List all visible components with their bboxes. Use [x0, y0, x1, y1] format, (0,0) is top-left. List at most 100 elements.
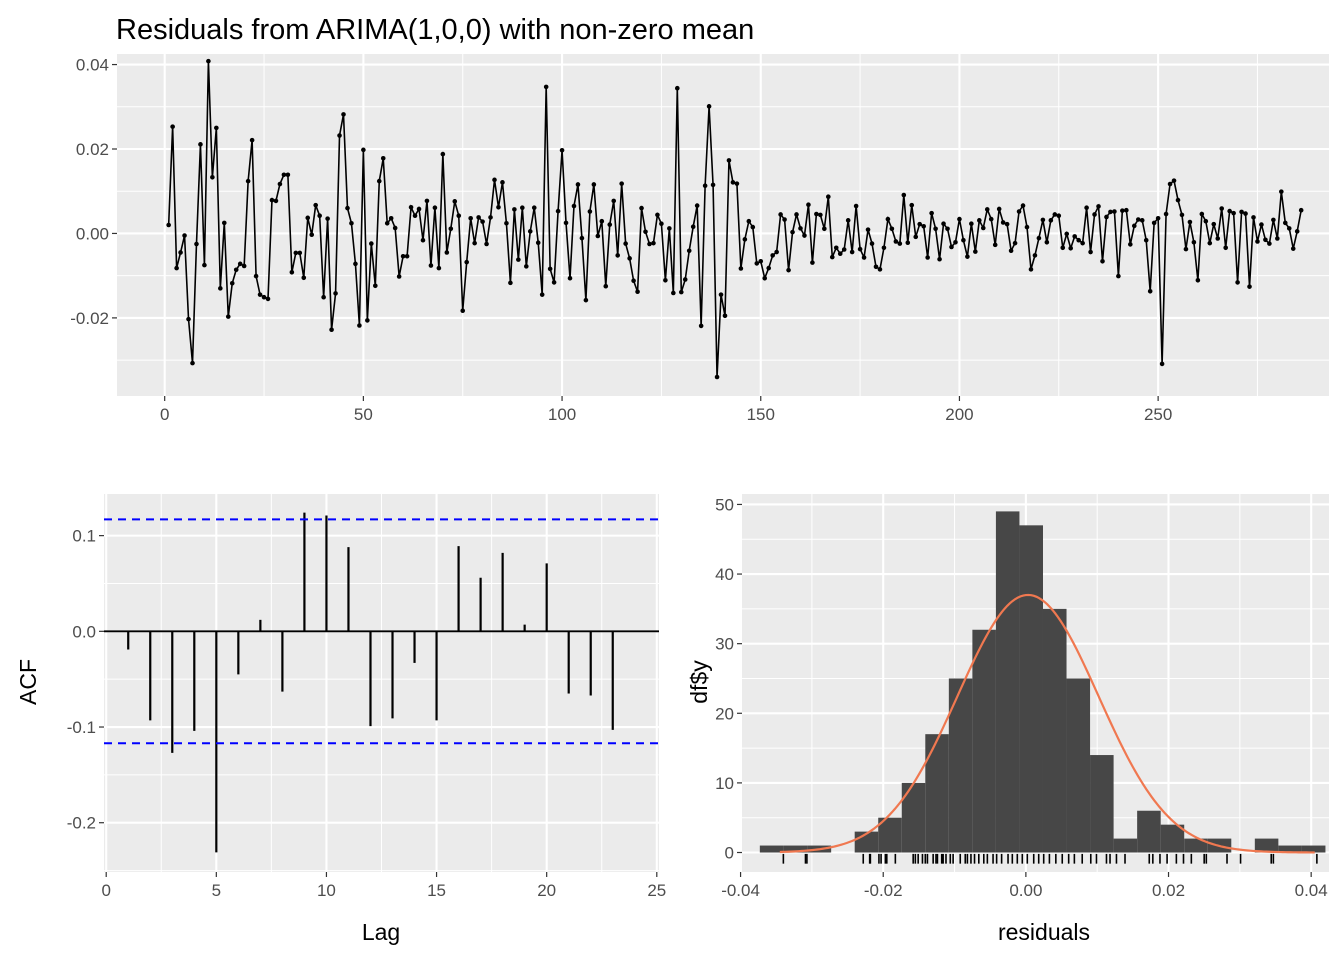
residual-point [1147, 288, 1153, 294]
residual-point [1120, 208, 1125, 213]
residual-point [321, 294, 326, 300]
hist-y-tick-label: 40 [715, 565, 734, 584]
residual-point [396, 274, 402, 279]
histogram-bar [1137, 810, 1161, 853]
residual-point [885, 216, 891, 222]
residual-point [1068, 245, 1073, 251]
residual-point [221, 220, 227, 226]
residual-point [1187, 219, 1193, 225]
residual-point [663, 278, 668, 283]
residual-point [1251, 215, 1256, 220]
residual-point [1100, 259, 1105, 264]
residual-point [631, 278, 636, 284]
residual-point [432, 205, 438, 210]
residual-point [1227, 208, 1232, 214]
residual-point [718, 292, 724, 297]
residual-point [1036, 235, 1042, 241]
residual-point [524, 264, 529, 269]
residual-point [472, 240, 477, 246]
histogram-bar [972, 629, 996, 853]
residual-point [957, 216, 962, 222]
residual-point [178, 250, 183, 255]
residual-point [444, 250, 450, 255]
residual-point [551, 280, 557, 285]
residual-point [977, 218, 982, 223]
histogram-bar [1254, 838, 1279, 853]
residual-point [365, 318, 370, 323]
residual-point [782, 217, 787, 222]
residual-point [1183, 246, 1189, 252]
histogram-bar [1113, 838, 1138, 853]
residual-point [980, 225, 986, 231]
hist-x-tick-label: 0.02 [1152, 881, 1185, 900]
residual-point [559, 147, 565, 153]
residual-point [416, 206, 422, 212]
residual-point [857, 246, 863, 252]
residual-point [949, 244, 954, 250]
residual-point [420, 237, 426, 243]
residual-point [591, 182, 597, 187]
residual-point [853, 203, 859, 209]
residual-point [889, 226, 895, 232]
residual-point [1151, 220, 1157, 226]
residual-point [1279, 189, 1284, 194]
residual-point [774, 249, 779, 255]
residual-point [1004, 221, 1010, 227]
residual-point [380, 155, 386, 161]
acf-panel: 0 5 10 15 20 25 -0.2 -0.1 0.0 0.1 [67, 494, 666, 900]
residual-point [1056, 213, 1062, 219]
residual-point [865, 227, 871, 232]
histogram-bar [878, 817, 902, 853]
residual-point [273, 198, 279, 204]
histogram-bar [783, 845, 808, 853]
residual-point [841, 247, 847, 252]
residual-point [257, 292, 263, 297]
acf-y-tick-label: -0.2 [67, 814, 96, 833]
residual-point [635, 289, 640, 295]
series-y-tick-label: 0.04 [76, 56, 109, 75]
residual-point [249, 137, 255, 143]
residual-point [917, 221, 922, 227]
residual-point [424, 198, 430, 204]
residual-point [1259, 222, 1264, 227]
residual-point [714, 374, 720, 380]
hist-y-tick-label: 20 [715, 704, 734, 723]
residual-point [973, 249, 978, 254]
histogram-bar [1301, 845, 1326, 853]
residual-point [202, 262, 207, 268]
residual-point [818, 212, 823, 218]
residual-point [833, 245, 839, 251]
residual-point [345, 205, 350, 211]
histogram-bar [759, 845, 784, 853]
hist-x-tick-label: 0.04 [1295, 881, 1328, 900]
acf-xlabel: Lag [362, 919, 400, 945]
residual-point [305, 215, 311, 221]
residual-point [1135, 217, 1141, 222]
residual-point [822, 226, 827, 232]
residual-point [309, 232, 315, 238]
residual-point [480, 219, 485, 224]
residual-point [400, 253, 406, 259]
residual-point [587, 209, 593, 214]
residual-point [575, 182, 581, 187]
residual-point [798, 226, 803, 231]
residual-point [1195, 278, 1201, 283]
residual-point [571, 203, 577, 209]
residual-point [464, 259, 469, 265]
residual-point [353, 261, 358, 267]
residual-point [408, 204, 414, 210]
residual-point [1175, 197, 1181, 203]
residual-point [488, 215, 493, 220]
histogram-bar [1184, 838, 1208, 853]
hist-y-tick-label: 30 [715, 635, 734, 654]
residual-point [313, 202, 318, 208]
residual-point [527, 229, 533, 234]
residual-point [905, 240, 911, 246]
residual-point [492, 177, 497, 183]
hist-x-tick-label: -0.02 [864, 881, 903, 900]
hist-x-tick-label: 0.00 [1009, 881, 1042, 900]
residual-point [706, 104, 712, 109]
residual-point [504, 221, 509, 226]
residual-point [766, 265, 771, 271]
